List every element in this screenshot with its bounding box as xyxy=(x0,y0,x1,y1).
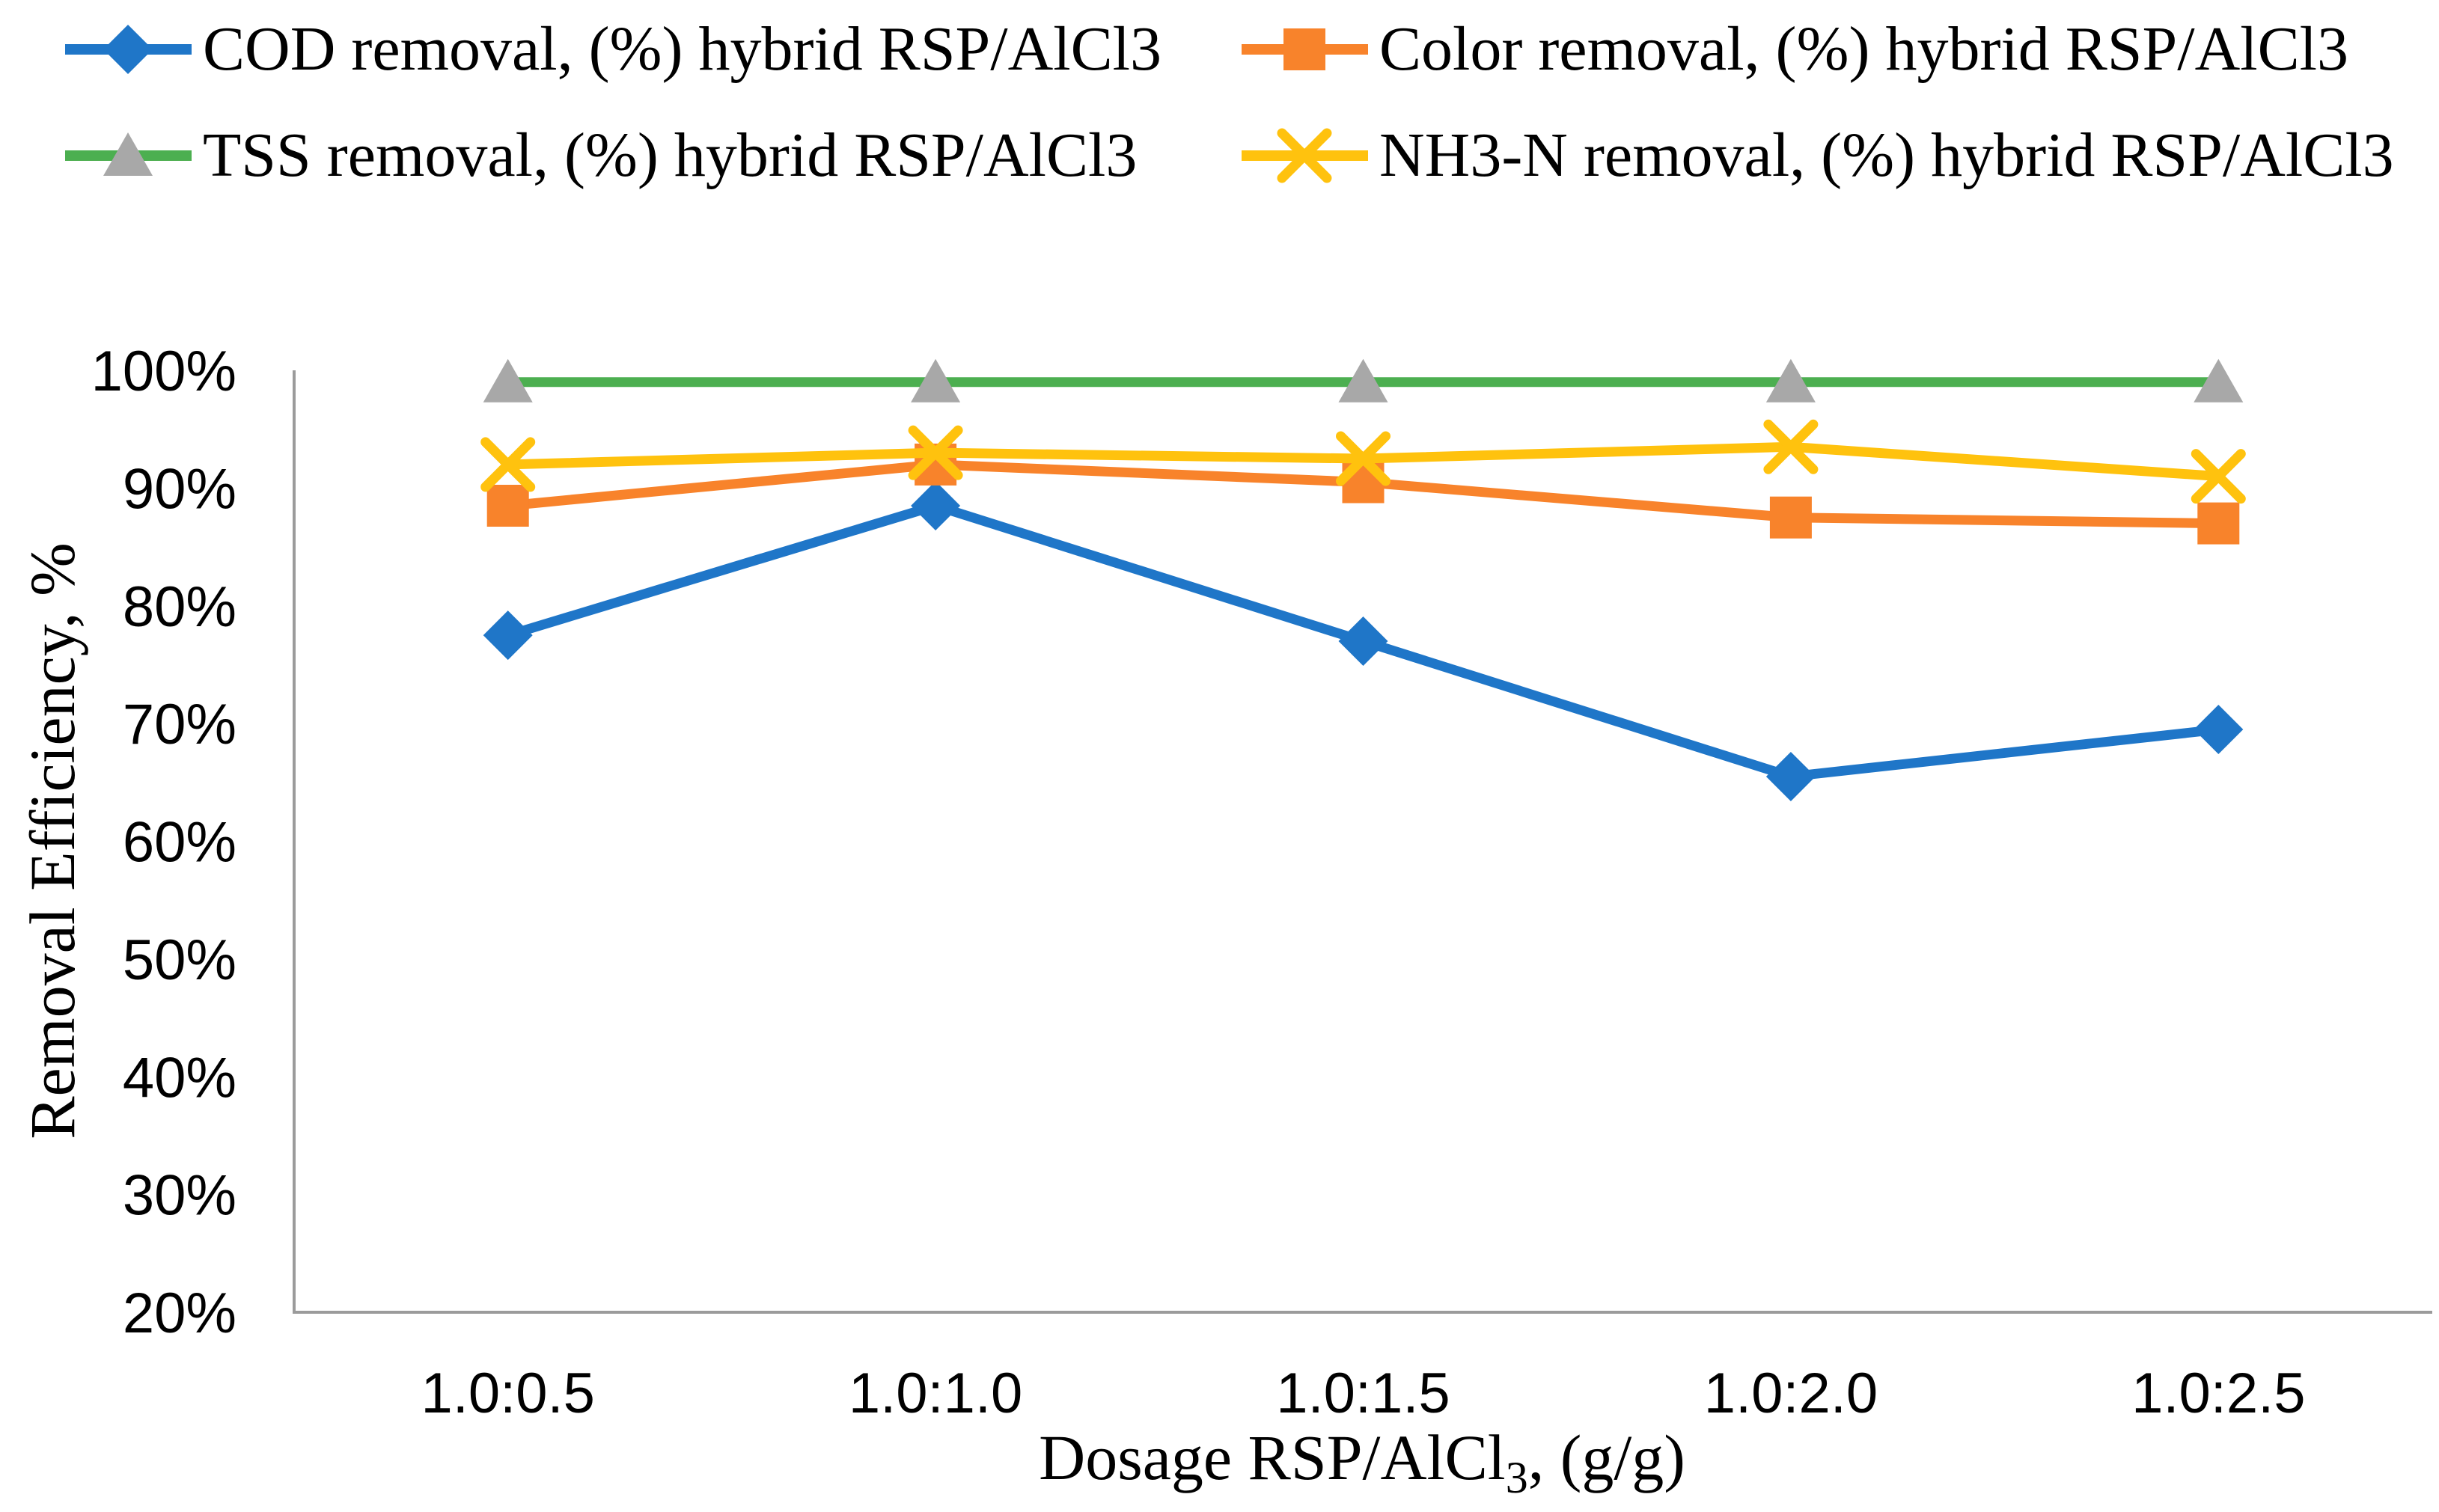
y-tick-label: 90% xyxy=(123,457,236,521)
y-axis-title: Removal Efficiency, % xyxy=(16,542,88,1139)
x-tick-label: 1.0:1.0 xyxy=(849,1362,1022,1425)
legend-item-tss: TSS removal, (%) hybrid RSP/AlCl3 xyxy=(63,120,1137,192)
y-tick-label: 80% xyxy=(123,575,236,639)
x-axis-title: Dosage RSP/AlCl3, (g/g) xyxy=(1039,1421,1685,1503)
cod-series-diamond-icon xyxy=(65,25,192,74)
x-tick-label: 1.0:2.5 xyxy=(2131,1362,2305,1425)
series-2 xyxy=(483,358,2244,403)
y-tick-label: 40% xyxy=(123,1046,236,1109)
legend-label-tss: TSS removal, (%) hybrid RSP/AlCl3 xyxy=(203,120,1138,190)
legend-label-cod: COD removal, (%) hybrid RSP/AlCl3 xyxy=(203,14,1161,84)
series-0 xyxy=(483,480,2244,801)
legend-label-color: Color removal, (%) hybrid RSP/AlCl3 xyxy=(1379,14,2348,84)
x-tick-label: 1.0:1.5 xyxy=(1276,1362,1450,1425)
legend-item-nh3n: NH3-N removal, (%) hybrid RSP/AlCl3 xyxy=(1239,120,2394,192)
color-series-square-icon xyxy=(1242,28,1368,70)
legend-item-color: Color removal, (%) hybrid RSP/AlCl3 xyxy=(1239,13,2348,85)
tss-series-triangle-icon xyxy=(65,132,192,176)
y-tick-label: 30% xyxy=(123,1164,236,1228)
axis-lines xyxy=(293,370,2432,1314)
series-3 xyxy=(480,419,2246,504)
y-tick-label: 70% xyxy=(123,693,236,756)
y-tick-label: 20% xyxy=(123,1282,236,1345)
x-tick-label: 1.0:0.5 xyxy=(421,1362,594,1425)
x-tick-label: 1.0:2.0 xyxy=(1704,1362,1878,1425)
legend-label-nh3n: NH3-N removal, (%) hybrid RSP/AlCl3 xyxy=(1379,120,2394,190)
y-tick-label: 100% xyxy=(91,340,236,403)
y-tick-label: 60% xyxy=(123,811,236,875)
y-tick-label: 50% xyxy=(123,928,236,992)
nh3n-series-x-icon xyxy=(1242,128,1368,183)
legend-item-cod: COD removal, (%) hybrid RSP/AlCl3 xyxy=(63,13,1161,85)
